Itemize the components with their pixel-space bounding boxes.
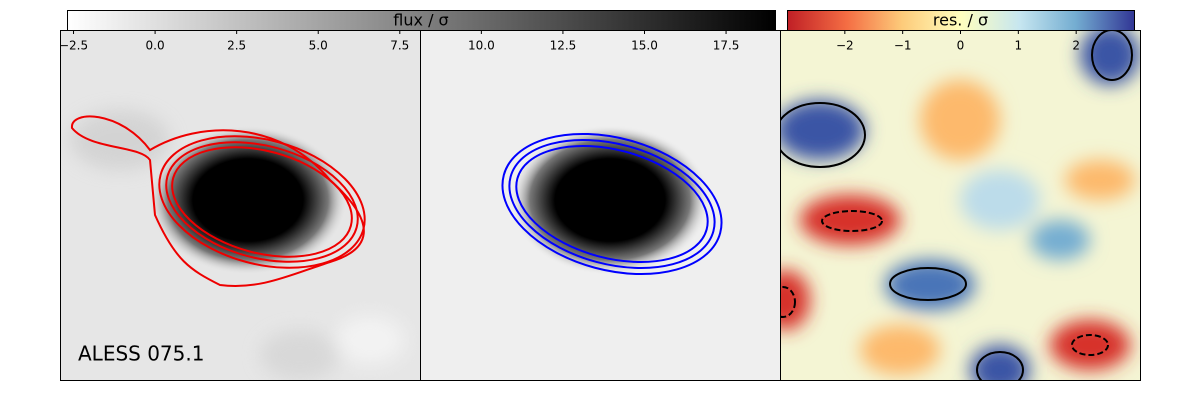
colorbar-label: res. / σ [933,11,988,30]
tick-label: 0 [957,39,965,53]
panel-data [60,30,420,380]
colorbar [67,10,776,31]
tick-label: 10.0 [468,39,495,53]
tick-label: −2.5 [59,39,88,53]
tick-label: 7.5 [390,39,409,53]
tick-label: 17.5 [713,39,740,53]
tick-label: −1 [894,39,912,53]
tick-label: 12.5 [550,39,577,53]
tick-label: 2.5 [227,39,246,53]
panel-label: ALESS 075.1 [78,342,204,366]
tick-label: 2 [1072,39,1080,53]
tick-label: −2 [836,39,854,53]
panel-residual [780,30,1140,380]
colorbar-label: flux / σ [393,11,448,30]
tick-label: 15.0 [631,39,658,53]
tick-label: 5.0 [309,39,328,53]
panel-model [420,30,780,380]
tick-label: 0.0 [146,39,165,53]
tick-label: 1 [1015,39,1023,53]
